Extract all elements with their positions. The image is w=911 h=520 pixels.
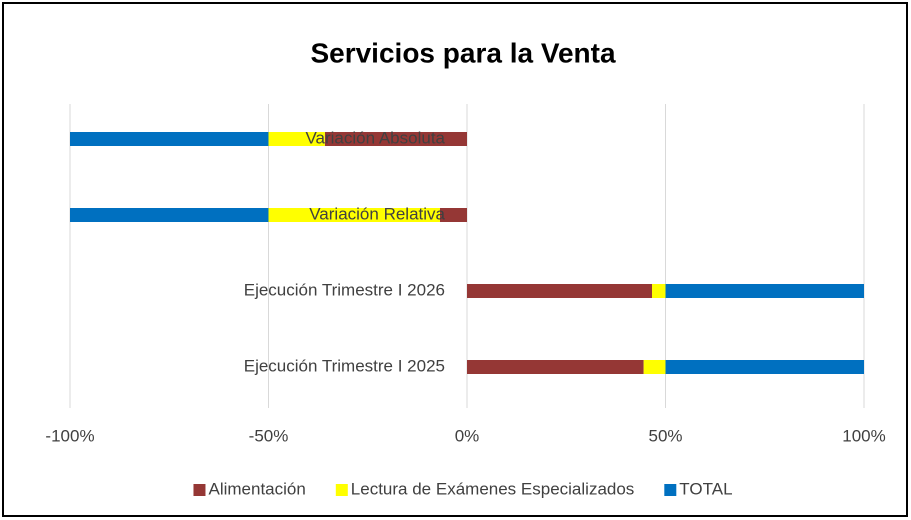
legend-swatch	[664, 484, 677, 496]
chart-title: Servicios para la Venta	[310, 37, 615, 68]
legend-label: TOTAL	[679, 479, 732, 498]
x-tick-label: 0%	[455, 426, 480, 445]
x-tick-label: 100%	[842, 426, 885, 445]
legend-swatch	[193, 484, 206, 496]
y-tick-label: Ejecución Trimestre I 2025	[244, 356, 445, 375]
bar	[467, 360, 644, 374]
bar	[665, 360, 864, 374]
bar	[665, 284, 864, 298]
bar	[70, 208, 269, 222]
bar	[440, 208, 467, 222]
x-tick-label: -100%	[45, 426, 94, 445]
bar	[467, 284, 653, 298]
bar	[652, 284, 666, 298]
legend-swatch	[335, 484, 348, 496]
legend-label: Lectura de Exámenes Especializados	[351, 479, 635, 498]
bar	[70, 132, 269, 146]
y-tick-label: Ejecución Trimestre I 2026	[244, 280, 445, 299]
bar	[268, 208, 441, 222]
y-tick-label: Variación Absoluta	[305, 128, 445, 147]
y-tick-label: Variación Relativa	[309, 204, 445, 223]
bar	[324, 132, 467, 146]
legend-label: Alimentación	[208, 479, 305, 498]
x-tick-label: 50%	[648, 426, 682, 445]
legend: Alimentación Lectura de Exámenes Especial…	[193, 479, 733, 498]
bar	[643, 360, 666, 374]
bar	[268, 132, 325, 146]
x-tick-label: -50%	[249, 426, 289, 445]
